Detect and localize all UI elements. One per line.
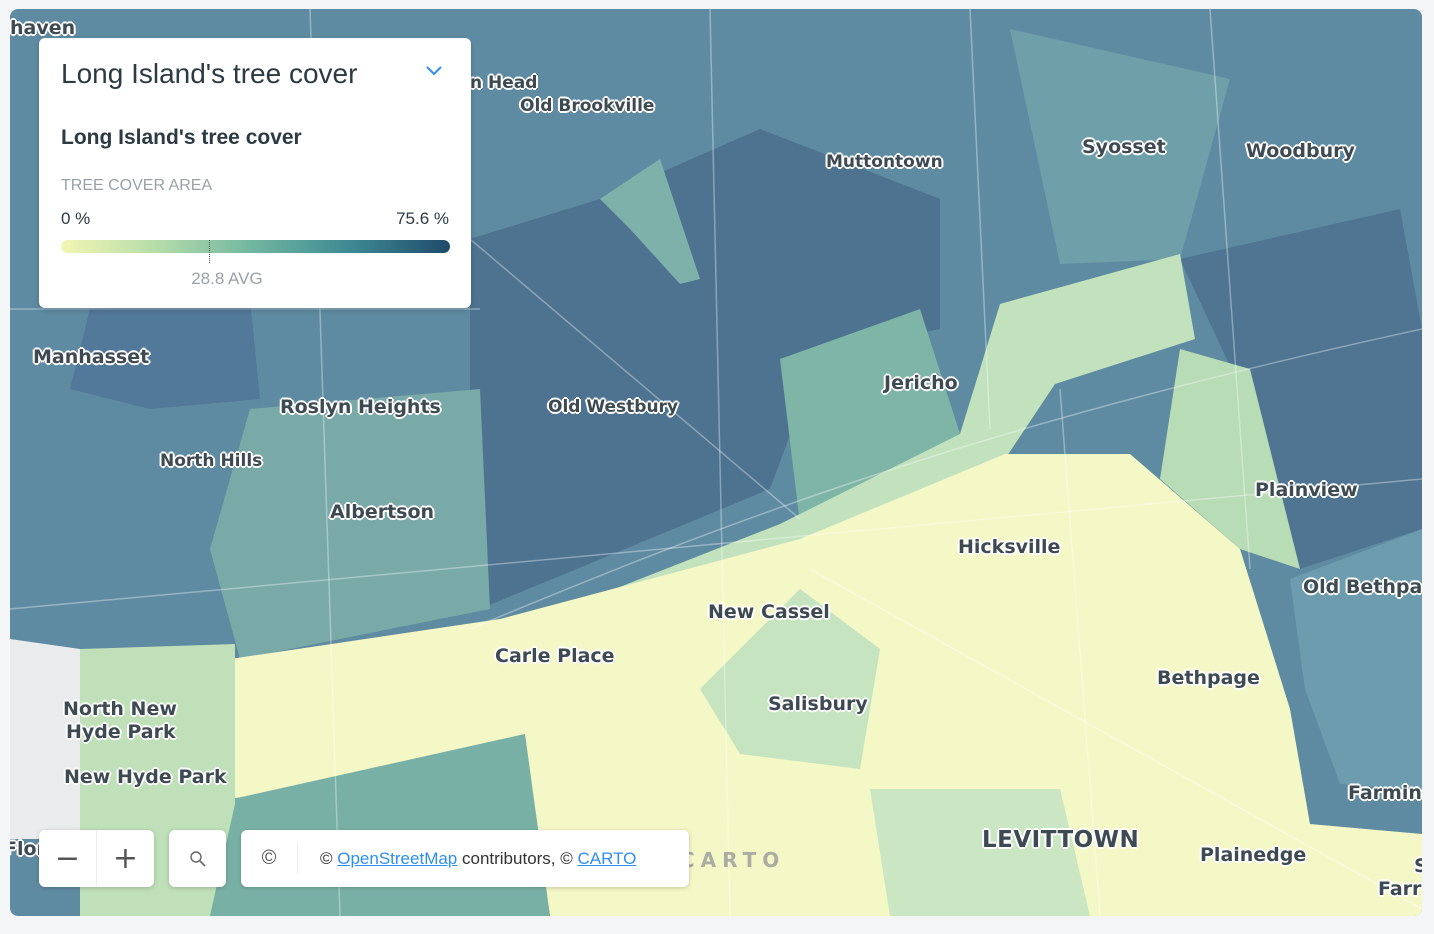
region-light	[700, 589, 880, 769]
region-mid	[780, 309, 960, 524]
attribution-middle: contributors, ©	[457, 848, 578, 868]
region-streets	[10, 639, 80, 839]
carto-link[interactable]: CARTO	[577, 848, 637, 868]
place-label: Woodbury	[1246, 140, 1355, 162]
chevron-down-icon[interactable]	[425, 64, 443, 78]
place-label: Plainview	[1255, 479, 1358, 501]
place-label: Farmin	[1348, 782, 1422, 804]
place-label: Old Bethpa	[1303, 576, 1422, 598]
layer-title: Long Island's tree cover	[61, 126, 302, 149]
place-label: Bethpage	[1157, 667, 1260, 689]
carto-watermark: CARTO	[680, 848, 786, 872]
attribution-text: © OpenStreetMap contributors, © CARTO	[298, 849, 636, 869]
place-label: Roslyn Heights	[280, 396, 441, 418]
place-label: Old Westbury	[548, 397, 679, 417]
place-label: S	[1414, 855, 1422, 877]
place-label: LEVITTOWN	[982, 827, 1140, 853]
osm-link[interactable]: OpenStreetMap	[337, 848, 458, 868]
place-label: North Hills	[160, 451, 263, 471]
region-dark	[70, 299, 260, 409]
place-label: Plainedge	[1200, 844, 1307, 866]
region-light	[870, 789, 1090, 916]
place-label: n Head	[470, 73, 538, 93]
region-dark	[470, 129, 940, 609]
search-button[interactable]	[169, 830, 226, 887]
attribution-toggle-button[interactable]: ©	[241, 843, 298, 874]
region-light	[1160, 349, 1300, 569]
region-dark	[1290, 529, 1422, 789]
place-label: haven	[10, 17, 76, 39]
place-label: Old Brookville	[520, 96, 655, 116]
place-label: Jericho	[884, 372, 958, 394]
place-label: Farr	[1378, 878, 1422, 900]
place-label: New Hyde Park	[64, 766, 227, 788]
place-label: Salisbury	[768, 693, 868, 715]
place-label: Hicksville	[958, 536, 1061, 558]
legend-avg: 28.8 AVG	[191, 269, 263, 288]
zoom-in-button[interactable]: +	[96, 830, 154, 887]
place-label: Manhasset	[33, 346, 150, 368]
region-mid	[600, 159, 700, 284]
region-mid	[1010, 29, 1230, 264]
place-label: Muttontown	[826, 152, 943, 172]
place-label: North New	[63, 698, 177, 720]
place-label: Flor	[10, 838, 46, 860]
attribute-label: TREE COVER AREA	[61, 177, 213, 194]
place-label: Hyde Park	[66, 721, 176, 743]
avg-marker	[209, 240, 211, 263]
color-ramp	[61, 240, 450, 253]
place-label: Carle Place	[495, 645, 615, 667]
legend-max: 75.6 %	[396, 209, 449, 228]
zoom-control: − +	[39, 830, 154, 887]
attribution-control: © © OpenStreetMap contributors, © CARTO	[241, 830, 689, 887]
legend-panel: Long Island's tree cover Long Island's t…	[39, 38, 471, 308]
place-label: Syosset	[1082, 136, 1166, 158]
search-icon	[189, 850, 206, 867]
region-dark	[1180, 209, 1422, 569]
zoom-out-button[interactable]: −	[54, 841, 81, 876]
place-label: Albertson	[330, 501, 435, 523]
region-light	[500, 254, 1195, 659]
legend-header-title: Long Island's tree cover	[61, 58, 358, 89]
legend-min: 0 %	[61, 209, 91, 228]
place-label: New Cassel	[708, 601, 830, 623]
region-mid	[210, 389, 490, 659]
attribution-prefix: ©	[320, 848, 338, 868]
